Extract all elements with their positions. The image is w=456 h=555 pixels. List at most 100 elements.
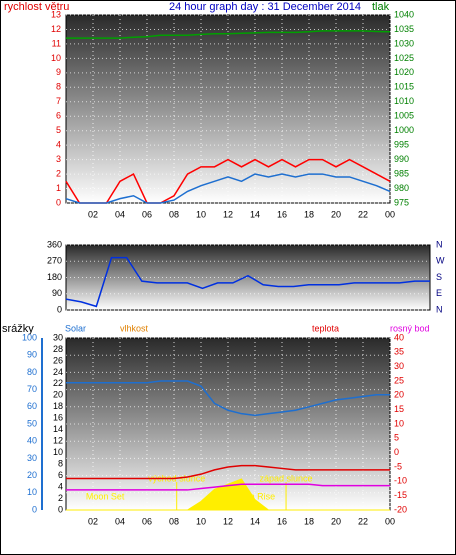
x-tick-label: 18 (304, 516, 314, 526)
y2-tick-label: 25 (394, 375, 404, 385)
y2-tick-label: 1020 (394, 67, 414, 77)
y-tick-label: 4 (56, 140, 61, 150)
y3-tick-label: 20 (53, 390, 63, 400)
y-tick-label: 13 (51, 9, 61, 19)
x-tick-label: 02 (88, 209, 98, 219)
y2-tick-label: -20 (394, 504, 407, 514)
y-tick-label: 10 (27, 487, 37, 497)
x-tick-label: 08 (169, 516, 179, 526)
x-tick-label: 10 (196, 516, 206, 526)
y-tick-label: 0 (32, 504, 37, 514)
y-tick-label: 10 (51, 53, 61, 63)
y3-tick-label: 8 (58, 459, 63, 469)
y-tick-label: 1 (56, 183, 61, 193)
x-tick-label: 18 (304, 209, 314, 219)
solar-area (66, 478, 390, 511)
series-line (66, 483, 390, 491)
y2-tick-label: 1040 (394, 9, 414, 19)
series-line (66, 464, 390, 480)
x-tick-label: 12 (223, 516, 233, 526)
x-tick-label: 12 (223, 209, 233, 219)
y-tick-label: 60 (27, 401, 37, 411)
y-tick-label: 2 (56, 168, 61, 178)
y3-tick-label: 24 (53, 367, 63, 377)
y2-tick-label: 35 (394, 347, 404, 357)
x-tick-label: 06 (142, 516, 152, 526)
y2-tick-label: E (436, 288, 442, 298)
x-tick-label: 16 (277, 516, 287, 526)
x-tick-label: 10 (196, 209, 206, 219)
x-tick-label: 06 (142, 209, 152, 219)
wind-label: rychlost větru (4, 1, 69, 13)
y3-tick-label: 6 (58, 470, 63, 480)
y-tick-label: 0 (56, 197, 61, 207)
y-tick-label: 100 (22, 332, 37, 342)
y-tick-label: 360 (47, 239, 62, 249)
y2-tick-label: 5 (394, 433, 399, 443)
y2-tick-label: 1030 (394, 38, 414, 48)
y3-tick-label: 14 (53, 424, 63, 434)
y2-tick-label: -10 (394, 476, 407, 486)
y3-tick-label: 26 (53, 355, 63, 365)
x-tick-label: 00 (385, 516, 395, 526)
y2-tick-label: 1035 (394, 24, 414, 34)
x-tick-label: 22 (358, 516, 368, 526)
y3-tick-label: 4 (58, 481, 63, 491)
y-tick-label: 180 (47, 272, 62, 282)
y2-tick-label: 15 (394, 404, 404, 414)
y-tick-label: 5 (56, 125, 61, 135)
x-tick-label: 04 (115, 516, 125, 526)
legend-entry: teplota (312, 323, 339, 333)
y-tick-label: 9 (56, 67, 61, 77)
x-tick-label: 20 (331, 516, 341, 526)
y2-tick-label: 20 (394, 390, 404, 400)
y2-tick-label: 975 (394, 197, 409, 207)
series-line (66, 30, 391, 39)
y-tick-label: 3 (56, 154, 61, 164)
legend-entry: Solar (65, 323, 86, 333)
y2-tick-label: N (436, 239, 443, 249)
y2-tick-label: S (436, 272, 442, 282)
y-tick-label: 70 (27, 384, 37, 394)
series-line (65, 256, 430, 308)
legend-entry: rosný bod (390, 323, 430, 333)
y2-tick-label: 40 (394, 332, 404, 342)
y2-tick-label: -15 (394, 490, 407, 500)
x-tick-label: 14 (250, 516, 260, 526)
y2-tick-label: W (436, 256, 445, 266)
x-tick-label: 04 (115, 209, 125, 219)
rain-label: srážky (2, 323, 34, 335)
y2-tick-label: 985 (394, 168, 409, 178)
x-tick-label: 14 (250, 209, 260, 219)
y-tick-label: 30 (27, 453, 37, 463)
y3-tick-label: 28 (53, 344, 63, 354)
y-tick-label: 20 (27, 470, 37, 480)
y2-tick-label: 10 (394, 418, 404, 428)
y3-tick-label: 30 (53, 332, 63, 342)
y-tick-label: 11 (52, 38, 61, 48)
y-tick-label: 12 (51, 24, 61, 34)
y3-tick-label: 2 (58, 493, 63, 503)
annotation: Moon Rise (232, 491, 275, 501)
y2-tick-label: 1000 (394, 125, 414, 135)
annotation: Moon Set (86, 491, 125, 501)
y-tick-label: 90 (52, 288, 62, 298)
y2-tick-label: 30 (394, 361, 404, 371)
y2-tick-label: N (436, 304, 443, 314)
series-line (65, 158, 391, 204)
x-tick-label: 08 (169, 209, 179, 219)
y3-tick-label: 10 (53, 447, 63, 457)
y3-tick-label: 12 (53, 436, 63, 446)
y3-tick-label: 18 (53, 401, 63, 411)
series-line (66, 380, 390, 417)
y-tick-label: 6 (56, 111, 61, 121)
series-line (65, 173, 391, 204)
y-tick-label: 7 (56, 96, 61, 106)
y-tick-label: 50 (27, 418, 37, 428)
x-tick-label: 22 (358, 209, 368, 219)
y3-tick-label: 22 (53, 378, 63, 388)
y-tick-label: 270 (47, 256, 62, 266)
y2-tick-label: 0 (394, 447, 399, 457)
pressure-label: tlak (372, 1, 390, 13)
